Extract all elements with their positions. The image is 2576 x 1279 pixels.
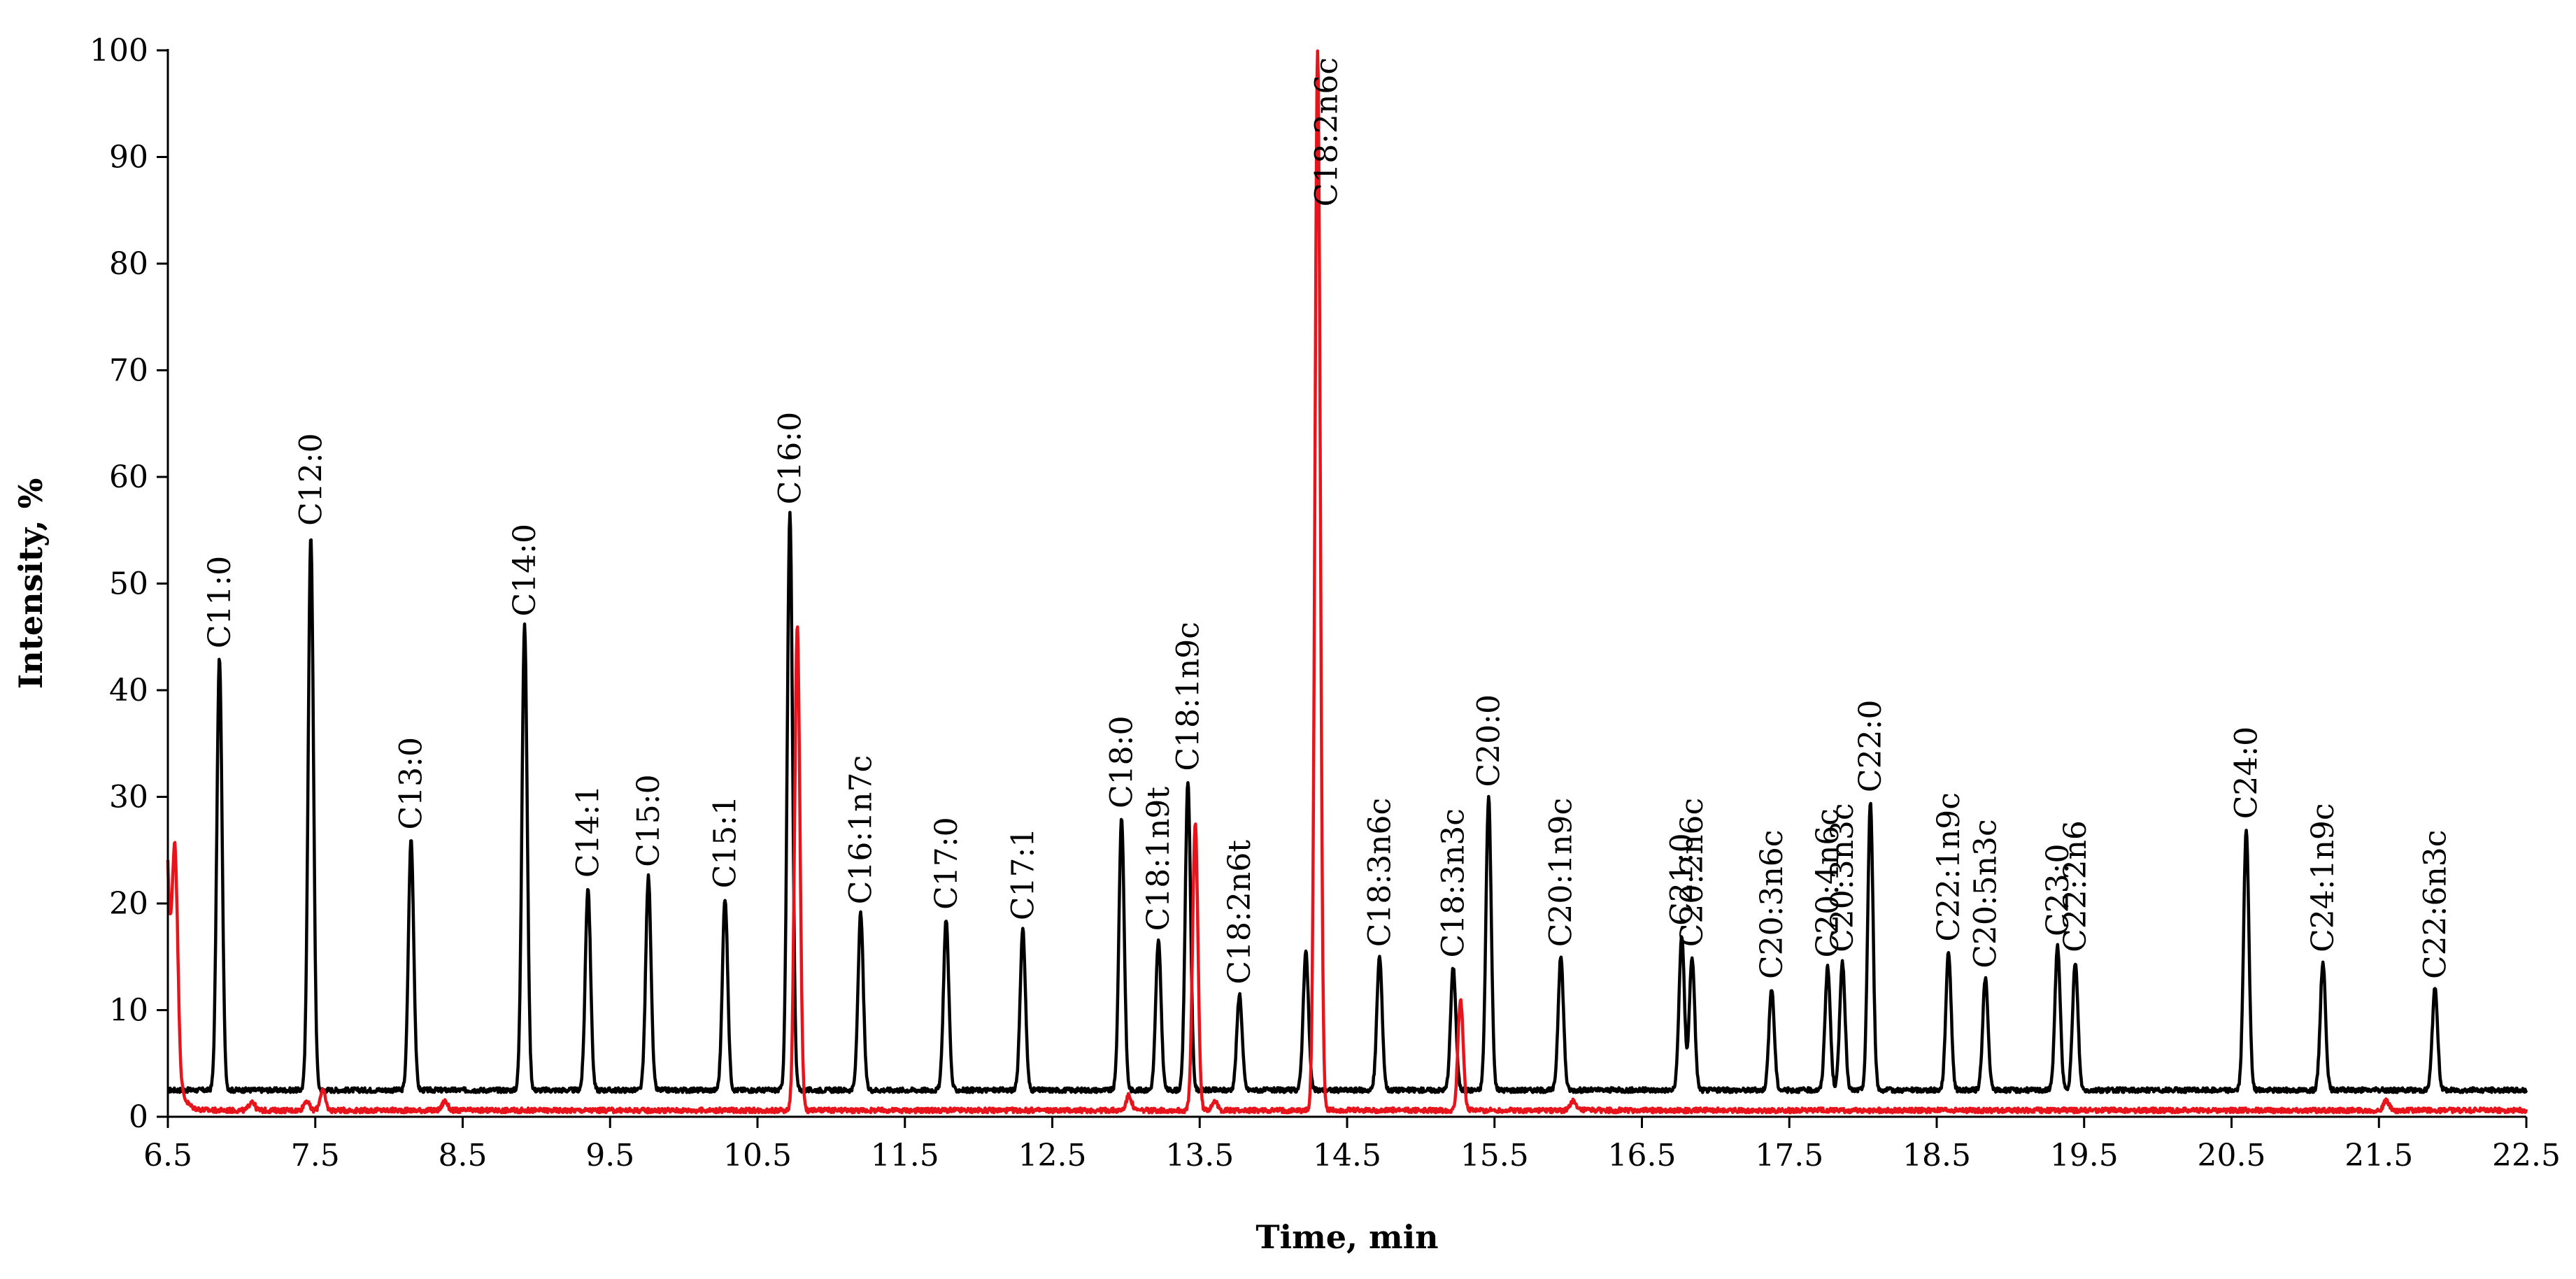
peak-label: C24:0 — [2229, 727, 2265, 819]
x-tick-label: 18.5 — [1902, 1138, 1971, 1173]
peak-label: C18:1n9t — [1141, 787, 1176, 931]
peak-label: C20:5n3c — [1968, 819, 2004, 968]
peak-label: C24:1n9c — [2305, 803, 2341, 952]
peak-label: C20:1n9c — [1544, 798, 1579, 947]
peak-label: C22:2n6 — [2058, 820, 2093, 952]
x-tick-label: 21.5 — [2344, 1138, 2413, 1173]
x-tick-label: 13.5 — [1165, 1138, 1234, 1173]
peak-label: C14:1 — [571, 785, 606, 878]
y-tick-label: 70 — [109, 353, 148, 389]
x-tick-label: 7.5 — [291, 1138, 340, 1173]
peak-labels-layer: C11:0 C12:0 C13:0 C14:0 C14:1 C15:0 C15:1 C16:0… — [202, 57, 2454, 985]
y-tick-label: 40 — [109, 673, 148, 708]
y-tick-label: 100 — [90, 33, 148, 69]
peak-label: C11:0 — [202, 556, 238, 648]
peak-label: C18:2n6c — [1309, 57, 1345, 206]
series-line-black — [166, 510, 2528, 1094]
peak-label: C20:3n3c — [1825, 803, 1860, 952]
peak-label: C16:0 — [772, 412, 808, 504]
x-tick-label: 16.5 — [1608, 1138, 1677, 1173]
y-tick-label: 80 — [109, 246, 148, 282]
peak-label: C12:0 — [293, 433, 329, 525]
y-tick-label: 10 — [109, 993, 148, 1029]
x-tick-label: 14.5 — [1313, 1138, 1381, 1173]
peak-label: C20:2n6c — [1674, 798, 1710, 947]
peak-label: C14:0 — [507, 524, 543, 616]
x-tick-label: 22.5 — [2492, 1138, 2561, 1173]
x-tick-label: 17.5 — [1755, 1138, 1823, 1173]
series-line-red — [166, 49, 2528, 1115]
y-tick-label: 30 — [109, 780, 148, 815]
peak-label: C18:2n6t — [1222, 840, 1258, 985]
peak-label: C21:0 — [1664, 833, 1700, 925]
peak-label: C20:0 — [1471, 694, 1507, 787]
x-tick-label: 9.5 — [585, 1138, 634, 1173]
x-tick-label: 12.5 — [1018, 1138, 1087, 1173]
peak-label: C20:4n6c — [1810, 808, 1846, 957]
x-tick-label: 15.5 — [1460, 1138, 1529, 1173]
peak-label: C16:1n7c — [844, 755, 879, 904]
ticks-layer: 0 10 20 30 40 50 60 70 80 90 100 6.5 7.5 8.5 9.5 10.5 11… — [90, 33, 2561, 1173]
y-axis-title: Intensity, % — [12, 478, 50, 689]
y-tick-label: 90 — [109, 140, 148, 176]
y-tick-label: 60 — [109, 459, 148, 495]
peak-label: C20:3n6c — [1754, 830, 1790, 979]
y-tick-label: 50 — [109, 566, 148, 602]
x-tick-label: 11.5 — [871, 1138, 939, 1173]
peak-label: C15:1 — [708, 796, 743, 888]
peak-label: C13:0 — [394, 737, 429, 829]
peak-label: C22:0 — [1853, 700, 1888, 792]
peak-label: C18:1n9c — [1170, 622, 1206, 771]
peak-label: C18:0 — [1104, 716, 1140, 808]
y-tick-label: 20 — [109, 886, 148, 922]
peak-label: C22:1n9c — [1931, 792, 1967, 941]
x-tick-label: 6.5 — [143, 1138, 192, 1173]
peak-label: C23:0 — [2040, 844, 2076, 936]
peak-label: C17:1 — [1005, 828, 1041, 920]
peak-label: C15:0 — [631, 774, 667, 866]
x-tick-label: 19.5 — [2050, 1138, 2119, 1173]
peak-label: C17:0 — [929, 817, 965, 909]
peak-label: C18:3n6c — [1362, 798, 1397, 947]
series-layer — [166, 49, 2528, 1115]
peak-label: C18:3n3c — [1436, 808, 1472, 957]
x-tick-label: 20.5 — [2198, 1138, 2266, 1173]
x-tick-label: 10.5 — [723, 1138, 792, 1173]
peak-label: C22:6n3c — [2417, 830, 2453, 979]
x-tick-label: 8.5 — [439, 1138, 488, 1173]
x-axis-title: Time, min — [1255, 1218, 1438, 1256]
y-tick-label: 0 — [129, 1099, 148, 1135]
